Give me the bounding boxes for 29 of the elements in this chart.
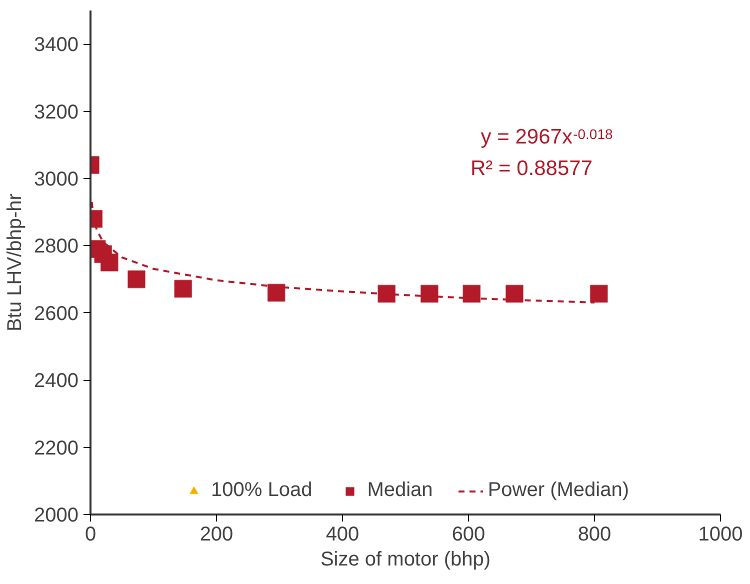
point xyxy=(505,284,524,303)
y-axis-title: Btu LHV/bhp-hr xyxy=(4,193,26,332)
y-tick-label: 3000 xyxy=(34,168,79,190)
point xyxy=(590,284,608,303)
point xyxy=(420,284,438,303)
x-axis-title: Size of motor (bhp) xyxy=(320,548,491,570)
legend-label: Power (Median) xyxy=(488,479,629,502)
y-tick-label: 2400 xyxy=(34,370,79,392)
point xyxy=(267,284,286,302)
y-tick-label: 3400 xyxy=(34,34,79,56)
legend-label: Median xyxy=(367,479,433,502)
point xyxy=(378,284,396,303)
y-tick-label: 2200 xyxy=(34,437,79,460)
point xyxy=(100,254,118,272)
x-tick-label: 600 xyxy=(452,524,486,546)
y-tick-label: 2800 xyxy=(34,236,79,258)
point xyxy=(174,280,192,298)
x-tick-label: 400 xyxy=(326,524,360,546)
y-tick-label: 2600 xyxy=(34,302,79,325)
legend-label: 100% Load xyxy=(211,479,312,502)
annotation: R² = 0.88577 xyxy=(470,157,593,180)
y-tick-label: 3200 xyxy=(34,101,79,124)
y-tick-label: 2000 xyxy=(34,504,79,526)
point xyxy=(462,284,481,303)
point xyxy=(127,270,146,288)
x-tick-label: 1000 xyxy=(698,524,743,546)
x-tick-label: 800 xyxy=(578,524,612,546)
x-tick-label: 200 xyxy=(200,524,234,546)
x-tick-label: 0 xyxy=(84,524,96,546)
